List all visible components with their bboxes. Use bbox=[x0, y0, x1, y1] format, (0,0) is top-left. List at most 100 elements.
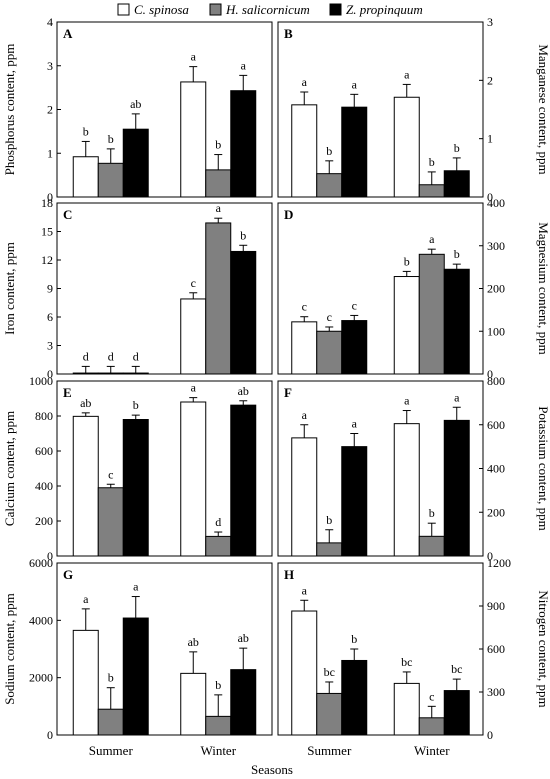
bar bbox=[180, 401, 207, 557]
bar bbox=[230, 404, 257, 557]
bar bbox=[230, 669, 257, 736]
bar bbox=[418, 184, 445, 198]
bar bbox=[122, 617, 149, 736]
significance-letter: c bbox=[429, 689, 434, 703]
significance-letter: a bbox=[404, 67, 410, 81]
panel-frame bbox=[56, 562, 273, 736]
legend-swatch bbox=[209, 3, 222, 16]
bar bbox=[291, 610, 318, 736]
y-tick-label: 0 bbox=[487, 190, 493, 204]
y-tick-label: 0 bbox=[47, 549, 53, 563]
y-tick-label: 1 bbox=[47, 146, 53, 160]
y-tick-label: 200 bbox=[487, 282, 505, 296]
significance-letter: b bbox=[351, 632, 357, 646]
panel-d: D 0 100 200 300 400 Magnesium content, ppm c c c b… bbox=[277, 196, 550, 381]
bar bbox=[418, 717, 445, 736]
significance-letter: ab bbox=[238, 384, 249, 398]
significance-letter: a bbox=[404, 394, 410, 408]
x-axis-title: Seasons bbox=[251, 762, 293, 777]
significance-letter: b bbox=[240, 228, 246, 242]
bar bbox=[341, 320, 368, 375]
legend-label: H. salicornicum bbox=[225, 2, 310, 17]
bar bbox=[205, 169, 232, 198]
bar bbox=[341, 106, 368, 198]
bar bbox=[443, 268, 470, 375]
y-axis-label: Nitrogen content, ppm bbox=[536, 590, 550, 707]
bar bbox=[316, 692, 343, 736]
y-axis-label: Iron content, ppm bbox=[2, 242, 17, 335]
panel-frame bbox=[277, 21, 484, 198]
bar bbox=[230, 250, 257, 375]
significance-letter: a bbox=[216, 201, 222, 215]
significance-letter: ab bbox=[80, 396, 91, 410]
bar bbox=[205, 222, 232, 375]
y-tick-label: 300 bbox=[487, 239, 505, 253]
significance-letter: b bbox=[108, 671, 114, 685]
significance-letter: b bbox=[133, 398, 139, 412]
legend-label: Z. propinquum bbox=[346, 2, 423, 17]
panel-letter: D bbox=[284, 207, 293, 222]
bar bbox=[180, 672, 207, 736]
panel-letter: H bbox=[284, 567, 294, 582]
panel-b: B 0 1 2 3 Manganese content, ppm a b a a b b bbox=[277, 15, 550, 204]
bar bbox=[443, 170, 470, 198]
significance-letter: c bbox=[108, 467, 113, 481]
y-tick-label: 0 bbox=[487, 728, 493, 742]
bar bbox=[418, 535, 445, 557]
panel-f: F 0 200 400 600 800 Potassium content, ppm a b a a… bbox=[277, 374, 550, 563]
y-tick-label: 2 bbox=[487, 73, 493, 87]
significance-letter: c bbox=[327, 310, 332, 324]
bar bbox=[291, 321, 318, 375]
y-tick-label: 600 bbox=[487, 642, 505, 656]
panel-letter: E bbox=[63, 385, 72, 400]
panel-c: C 0 3 6 9 12 15 18 Iron content, ppm d d d c a b bbox=[2, 196, 273, 381]
bar bbox=[316, 542, 343, 557]
y-tick-label: 4 bbox=[47, 15, 53, 29]
y-tick-label: 18 bbox=[41, 196, 53, 210]
significance-letter: b bbox=[454, 247, 460, 261]
bar bbox=[316, 330, 343, 375]
y-tick-label: 2 bbox=[47, 103, 53, 117]
y-tick-label: 15 bbox=[41, 225, 53, 239]
significance-letter: a bbox=[241, 58, 247, 72]
y-axis-label: Calcium content, ppm bbox=[2, 411, 17, 526]
y-axis-label: Potassium content, ppm bbox=[536, 406, 550, 531]
significance-letter: d bbox=[215, 515, 221, 529]
significance-letter: c bbox=[191, 276, 196, 290]
significance-letter: d bbox=[133, 349, 139, 363]
significance-letter: b bbox=[108, 132, 114, 146]
panel-letter: A bbox=[63, 26, 73, 41]
y-tick-label: 800 bbox=[487, 374, 505, 388]
y-tick-label: 300 bbox=[487, 685, 505, 699]
bar bbox=[418, 253, 445, 375]
y-tick-label: 9 bbox=[47, 282, 53, 296]
bar bbox=[97, 708, 124, 736]
significance-letter: b bbox=[215, 678, 221, 692]
bar bbox=[205, 535, 232, 557]
bar bbox=[291, 437, 318, 557]
significance-letter: a bbox=[83, 592, 89, 606]
significance-letter: d bbox=[83, 349, 89, 363]
bar bbox=[180, 81, 207, 198]
significance-letter: ab bbox=[188, 635, 199, 649]
y-tick-label: 400 bbox=[487, 196, 505, 210]
y-tick-label: 1000 bbox=[29, 374, 53, 388]
bar bbox=[291, 104, 318, 198]
significance-letter: a bbox=[191, 50, 197, 64]
significance-letter: b bbox=[429, 506, 435, 520]
significance-letter: a bbox=[352, 417, 358, 431]
legend-swatch bbox=[329, 3, 342, 16]
y-tick-label: 400 bbox=[487, 462, 505, 476]
y-tick-label: 600 bbox=[35, 444, 53, 458]
significance-letter: ab bbox=[130, 97, 141, 111]
bar bbox=[393, 96, 420, 198]
panel-frame bbox=[56, 380, 273, 557]
y-axis-label: Phosphorus content, ppm bbox=[2, 44, 17, 176]
significance-letter: c bbox=[352, 298, 357, 312]
significance-letter: a bbox=[454, 390, 460, 404]
y-tick-label: 0 bbox=[47, 367, 53, 381]
bar bbox=[72, 372, 99, 375]
significance-letter: bc bbox=[451, 662, 462, 676]
